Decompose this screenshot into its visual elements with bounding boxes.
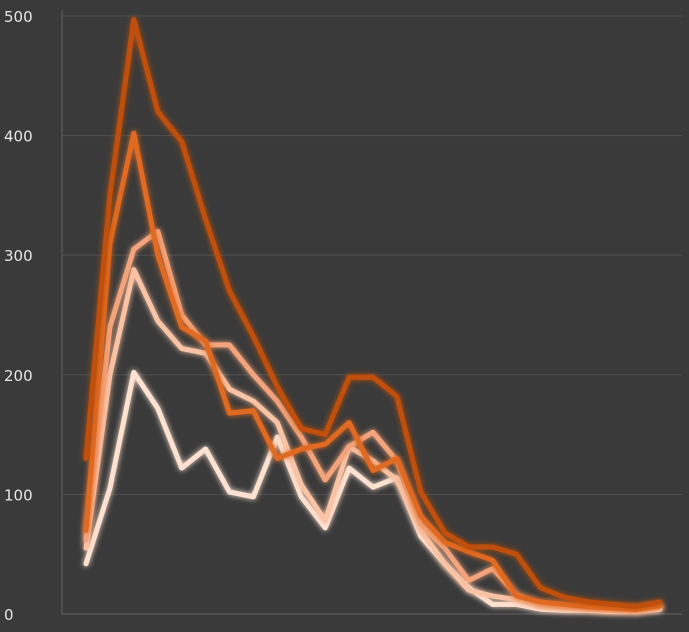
series-group <box>83 17 663 615</box>
series-line-5 <box>83 17 663 610</box>
y-tick-label: 500 <box>4 8 33 26</box>
series-line-1 <box>83 369 663 615</box>
y-tick-label: 200 <box>4 367 33 385</box>
series-line-4 <box>83 130 663 612</box>
axes: 0 100 200 300 400 500 <box>4 8 682 624</box>
grid <box>62 15 682 495</box>
y-tick-label: 100 <box>4 486 33 504</box>
y-tick-label: 400 <box>4 128 33 146</box>
y-tick-label: 0 <box>4 606 14 624</box>
y-tick-label: 300 <box>4 247 33 265</box>
series-line-3 <box>83 228 663 613</box>
